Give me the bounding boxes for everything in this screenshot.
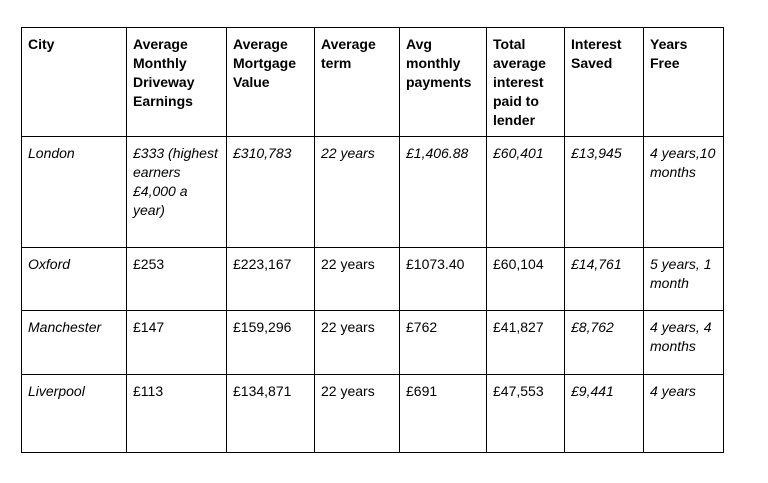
- column-header-total-interest: Total average interest paid to lender: [486, 27, 565, 137]
- cell-monthly-payments: £1073.40: [399, 247, 487, 311]
- cell-total-interest: £47,553: [486, 374, 565, 453]
- cell-years-free: 4 years: [643, 374, 724, 453]
- table-row-london: London £333 (highest earners £4,000 a ye…: [21, 136, 724, 248]
- cell-average-term: 22 years: [314, 136, 400, 248]
- cell-years-free: 4 years, 4 months: [643, 310, 724, 375]
- cell-mortgage-value: £223,167: [226, 247, 315, 311]
- table-row-liverpool: Liverpool £113 £134,871 22 years £691 £4…: [21, 374, 724, 453]
- cell-interest-saved: £9,441: [564, 374, 644, 453]
- cell-interest-saved: £8,762: [564, 310, 644, 375]
- column-header-driveway-earnings: Average Monthly Driveway Earnings: [126, 27, 227, 137]
- cell-total-interest: £41,827: [486, 310, 565, 375]
- cell-driveway-earnings: £253: [126, 247, 227, 311]
- cell-mortgage-value: £159,296: [226, 310, 315, 375]
- cell-city: Liverpool: [21, 374, 127, 453]
- cell-average-term: 22 years: [314, 247, 400, 311]
- cell-city: London: [21, 136, 127, 248]
- cell-driveway-earnings: £113: [126, 374, 227, 453]
- table-row-manchester: Manchester £147 £159,296 22 years £762 £…: [21, 310, 724, 375]
- cell-driveway-earnings: £333 (highest earners £4,000 a year): [126, 136, 227, 248]
- cell-total-interest: £60,401: [486, 136, 565, 248]
- table-header-row: City Average Monthly Driveway Earnings A…: [21, 27, 724, 137]
- cell-total-interest: £60,104: [486, 247, 565, 311]
- column-header-monthly-payments: Avg monthly payments: [399, 27, 487, 137]
- cell-city: Manchester: [21, 310, 127, 375]
- driveway-earnings-table: City Average Monthly Driveway Earnings A…: [21, 27, 724, 453]
- cell-interest-saved: £14,761: [564, 247, 644, 311]
- cell-average-term: 22 years: [314, 310, 400, 375]
- cell-interest-saved: £13,945: [564, 136, 644, 248]
- column-header-city: City: [21, 27, 127, 137]
- cell-monthly-payments: £1,406.88: [399, 136, 487, 248]
- cell-years-free: 5 years, 1 month: [643, 247, 724, 311]
- column-header-years-free: Years Free: [643, 27, 724, 137]
- cell-monthly-payments: £762: [399, 310, 487, 375]
- cell-mortgage-value: £310,783: [226, 136, 315, 248]
- cell-city: Oxford: [21, 247, 127, 311]
- cell-monthly-payments: £691: [399, 374, 487, 453]
- cell-mortgage-value: £134,871: [226, 374, 315, 453]
- column-header-mortgage-value: Average Mortgage Value: [226, 27, 315, 137]
- column-header-average-term: Average term: [314, 27, 400, 137]
- column-header-interest-saved: Interest Saved: [564, 27, 644, 137]
- cell-average-term: 22 years: [314, 374, 400, 453]
- cell-years-free: 4 years,10 months: [643, 136, 724, 248]
- cell-driveway-earnings: £147: [126, 310, 227, 375]
- table-row-oxford: Oxford £253 £223,167 22 years £1073.40 £…: [21, 247, 724, 311]
